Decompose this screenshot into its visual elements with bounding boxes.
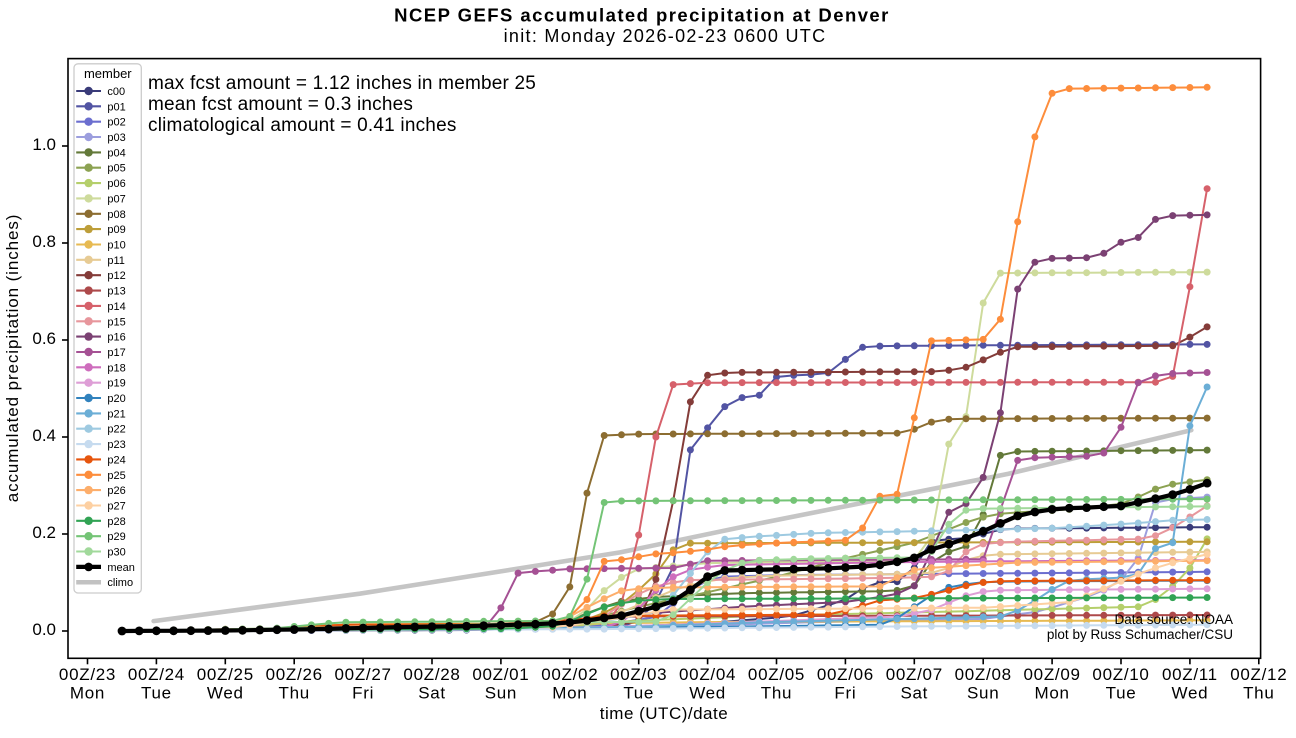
svg-text:00Z/23: 00Z/23 [59,665,116,684]
svg-text:mean: mean [107,562,135,574]
svg-text:Sat: Sat [418,684,446,703]
svg-text:Tue: Tue [141,684,172,703]
svg-text:mean fcst amount = 0.3 inches: mean fcst amount = 0.3 inches [148,94,413,115]
svg-text:00Z/05: 00Z/05 [748,665,805,684]
svg-text:00Z/08: 00Z/08 [955,665,1012,684]
svg-text:member: member [84,66,132,81]
svg-text:Fri: Fri [834,684,856,703]
svg-text:p19: p19 [107,378,125,390]
svg-text:p22: p22 [107,424,125,436]
svg-text:00Z/24: 00Z/24 [128,665,185,684]
svg-text:p13: p13 [107,286,125,298]
svg-text:00Z/07: 00Z/07 [886,665,943,684]
svg-text:00Z/09: 00Z/09 [1024,665,1081,684]
svg-text:p30: p30 [107,547,125,559]
svg-text:p20: p20 [107,393,125,405]
svg-text:Tue: Tue [1106,684,1137,703]
svg-text:p16: p16 [107,332,125,344]
svg-text:0.8: 0.8 [32,232,56,251]
svg-text:00Z/28: 00Z/28 [403,665,460,684]
svg-text:00Z/10: 00Z/10 [1092,665,1149,684]
svg-text:p06: p06 [107,178,125,190]
svg-text:Mon: Mon [70,684,105,703]
svg-text:Thu: Thu [1243,684,1274,703]
svg-text:p01: p01 [107,101,125,113]
svg-text:0.2: 0.2 [32,523,56,542]
svg-text:time (UTC)/date: time (UTC)/date [600,704,728,723]
svg-text:Mon: Mon [1035,684,1070,703]
svg-text:p07: p07 [107,193,125,205]
svg-text:1.0: 1.0 [32,135,56,154]
svg-text:00Z/12: 00Z/12 [1230,665,1287,684]
svg-text:p18: p18 [107,362,125,374]
svg-text:Wed: Wed [207,684,244,703]
svg-text:p25: p25 [107,470,125,482]
svg-text:init: Monday 2026-02-23 0600 U: init: Monday 2026-02-23 0600 UTC [504,26,827,46]
svg-text:p04: p04 [107,147,125,159]
svg-text:climatological amount = 0.41 i: climatological amount = 0.41 inches [148,115,457,136]
svg-text:p29: p29 [107,531,125,543]
svg-text:00Z/01: 00Z/01 [472,665,529,684]
svg-text:c00: c00 [107,86,125,98]
svg-text:p11: p11 [107,255,125,267]
svg-text:Fri: Fri [352,684,374,703]
svg-text:p10: p10 [107,240,125,252]
svg-text:climo: climo [107,577,133,589]
svg-text:Wed: Wed [689,684,726,703]
svg-text:Sat: Sat [900,684,928,703]
svg-text:Tue: Tue [623,684,654,703]
svg-text:p15: p15 [107,316,125,328]
svg-text:Sun: Sun [485,684,517,703]
svg-text:p27: p27 [107,501,125,513]
svg-text:p08: p08 [107,209,125,221]
svg-text:max fcst amount = 1.12 inches: max fcst amount = 1.12 inches in member … [148,73,536,94]
svg-text:Wed: Wed [1172,684,1209,703]
svg-text:00Z/26: 00Z/26 [266,665,323,684]
svg-text:p26: p26 [107,485,125,497]
svg-text:NCEP GEFS accumulated precipit: NCEP GEFS accumulated precipitation at D… [394,5,890,26]
svg-text:p03: p03 [107,132,125,144]
svg-text:Thu: Thu [761,684,792,703]
svg-text:p14: p14 [107,301,125,313]
svg-text:p21: p21 [107,408,125,420]
svg-text:00Z/27: 00Z/27 [335,665,392,684]
svg-text:0.0: 0.0 [32,620,56,639]
svg-text:Data source: NOAA: Data source: NOAA [1114,612,1233,627]
svg-text:p23: p23 [107,439,125,451]
svg-text:00Z/02: 00Z/02 [541,665,598,684]
svg-text:Thu: Thu [278,684,309,703]
svg-text:p05: p05 [107,163,125,175]
svg-text:p12: p12 [107,270,125,282]
svg-text:p28: p28 [107,516,125,528]
svg-text:00Z/04: 00Z/04 [679,665,736,684]
svg-text:Mon: Mon [552,684,587,703]
svg-text:p09: p09 [107,224,125,236]
svg-text:00Z/06: 00Z/06 [817,665,874,684]
svg-text:accumulated precipitation (inc: accumulated precipitation (inches) [3,214,22,503]
svg-text:p02: p02 [107,117,125,129]
svg-text:0.4: 0.4 [32,426,56,445]
svg-text:plot by Russ Schumacher/CSU: plot by Russ Schumacher/CSU [1047,627,1233,642]
svg-text:00Z/11: 00Z/11 [1162,665,1218,684]
svg-text:p24: p24 [107,454,125,466]
svg-text:Sun: Sun [967,684,999,703]
svg-text:00Z/03: 00Z/03 [610,665,667,684]
svg-text:0.6: 0.6 [32,329,56,348]
svg-text:p17: p17 [107,347,125,359]
svg-text:00Z/25: 00Z/25 [197,665,254,684]
